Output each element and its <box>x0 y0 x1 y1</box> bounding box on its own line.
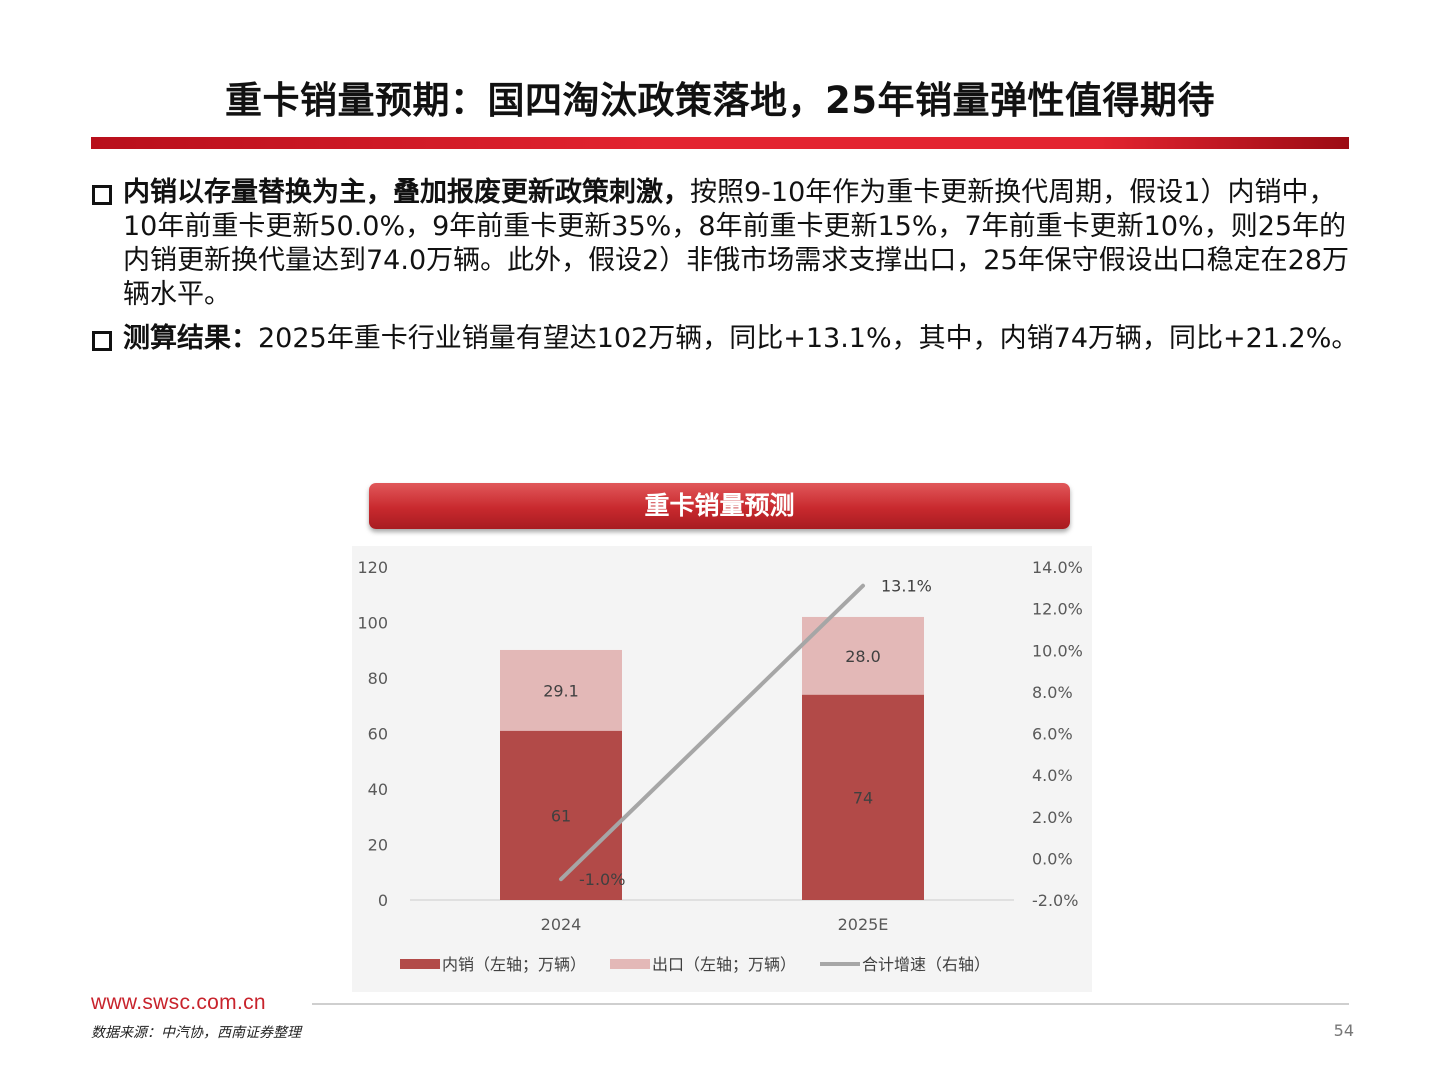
bar-segment <box>802 694 924 900</box>
bar-data-label: 61 <box>551 806 571 825</box>
y-left-tick-label: 60 <box>368 725 388 744</box>
y-left-tick-label: 100 <box>357 614 388 633</box>
x-tick-label: 2025E <box>838 915 889 934</box>
y-right-tick-label: 4.0% <box>1032 766 1073 785</box>
legend-swatch <box>400 959 440 969</box>
bullet-2-body: 2025年重卡行业销量有望达102万辆，同比+13.1%，其中，内销74万辆，同… <box>258 323 1359 354</box>
legend-label: 内销（左轴；万辆） <box>442 955 586 974</box>
footer-website: www.swsc.com.cn <box>91 991 266 1014</box>
line-data-label: 13.1% <box>881 577 932 596</box>
legend-label: 出口（左轴；万辆） <box>652 955 796 974</box>
y-right-tick-label: 14.0% <box>1032 558 1083 577</box>
bullet-2-heading: 测算结果： <box>123 323 258 354</box>
bullet-1-body: 按照9-10年作为重卡更新换代周期，假设1）内销中，10年前重卡更新50.0%，… <box>123 177 1350 310</box>
bar-segment <box>802 616 924 695</box>
bar-data-label: 28.0 <box>845 647 881 666</box>
bar-data-label: 74 <box>853 788 873 807</box>
y-left-tick-label: 120 <box>357 558 388 577</box>
y-right-tick-label: 2.0% <box>1032 808 1073 827</box>
bullet-square-icon <box>92 331 112 351</box>
y-right-tick-label: 10.0% <box>1032 641 1083 660</box>
line-series-growth <box>559 583 865 882</box>
y-left-tick-label: 0 <box>378 891 388 910</box>
y-right-tick-label: 0.0% <box>1032 849 1073 868</box>
bullet-1-heading: 内销以存量替换为主，叠加报废更新政策刺激， <box>123 177 690 208</box>
y-right-tick-label: 6.0% <box>1032 725 1073 744</box>
y-left-tick-label: 20 <box>368 836 388 855</box>
bar-data-label: 29.1 <box>543 681 579 700</box>
title-underline-bar <box>91 137 1349 149</box>
y-right-tick-label: 8.0% <box>1032 683 1073 702</box>
bullet-2: 测算结果：2025年重卡行业销量有望达102万辆，同比+13.1%，其中，内销7… <box>92 322 1360 356</box>
legend-label: 合计增速（右轴） <box>862 955 990 974</box>
bar-segment <box>500 730 622 900</box>
y-right-tick-label: -2.0% <box>1032 891 1078 910</box>
page-number: 54 <box>1333 1021 1354 1040</box>
legend-swatch <box>610 959 650 969</box>
y-right-tick-label: 12.0% <box>1032 600 1083 619</box>
y-left-tick-label: 80 <box>368 669 388 688</box>
footer-source: 数据来源：中汽协，西南证券整理 <box>91 1025 301 1041</box>
chart-panel <box>352 546 1092 992</box>
y-left-tick-label: 40 <box>368 780 388 799</box>
sales-forecast-chart: 0 20 40 60 80 100 120 -2.0% 0.0% 2.0% 4.0% 6.0% 8.0%… <box>357 558 1083 974</box>
bar-segment <box>500 649 622 731</box>
x-tick-label: 2024 <box>541 915 582 934</box>
line-data-label: -1.0% <box>579 870 625 889</box>
bullet-1: 内销以存量替换为主，叠加报废更新政策刺激，按照9-10年作为重卡更新换代周期，假… <box>92 176 1360 312</box>
chart-title-banner: 重卡销量预测 <box>369 483 1070 529</box>
page-title: 重卡销量预期：国四淘汰政策落地，25年销量弹性值得期待 <box>225 79 1215 122</box>
bullet-square-icon <box>92 185 112 205</box>
footer-divider <box>312 1003 1349 1005</box>
